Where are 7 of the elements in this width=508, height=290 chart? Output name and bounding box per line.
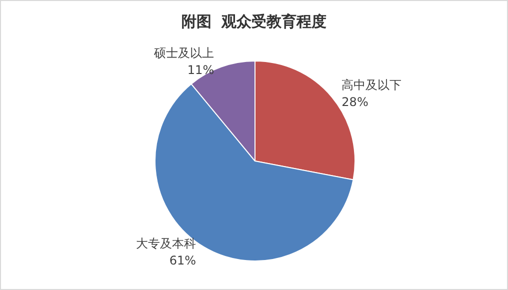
- data-label: 11%: [187, 62, 214, 77]
- slice-label: 高中及以下: [342, 78, 402, 92]
- slice-label: 大专及本科: [136, 236, 196, 251]
- data-label: 61%: [169, 254, 196, 268]
- data-label: 28%: [342, 94, 368, 109]
- chart-title: 附图 观众受教育程度: [181, 12, 327, 30]
- slice-label: 硕士及以上: [153, 46, 214, 60]
